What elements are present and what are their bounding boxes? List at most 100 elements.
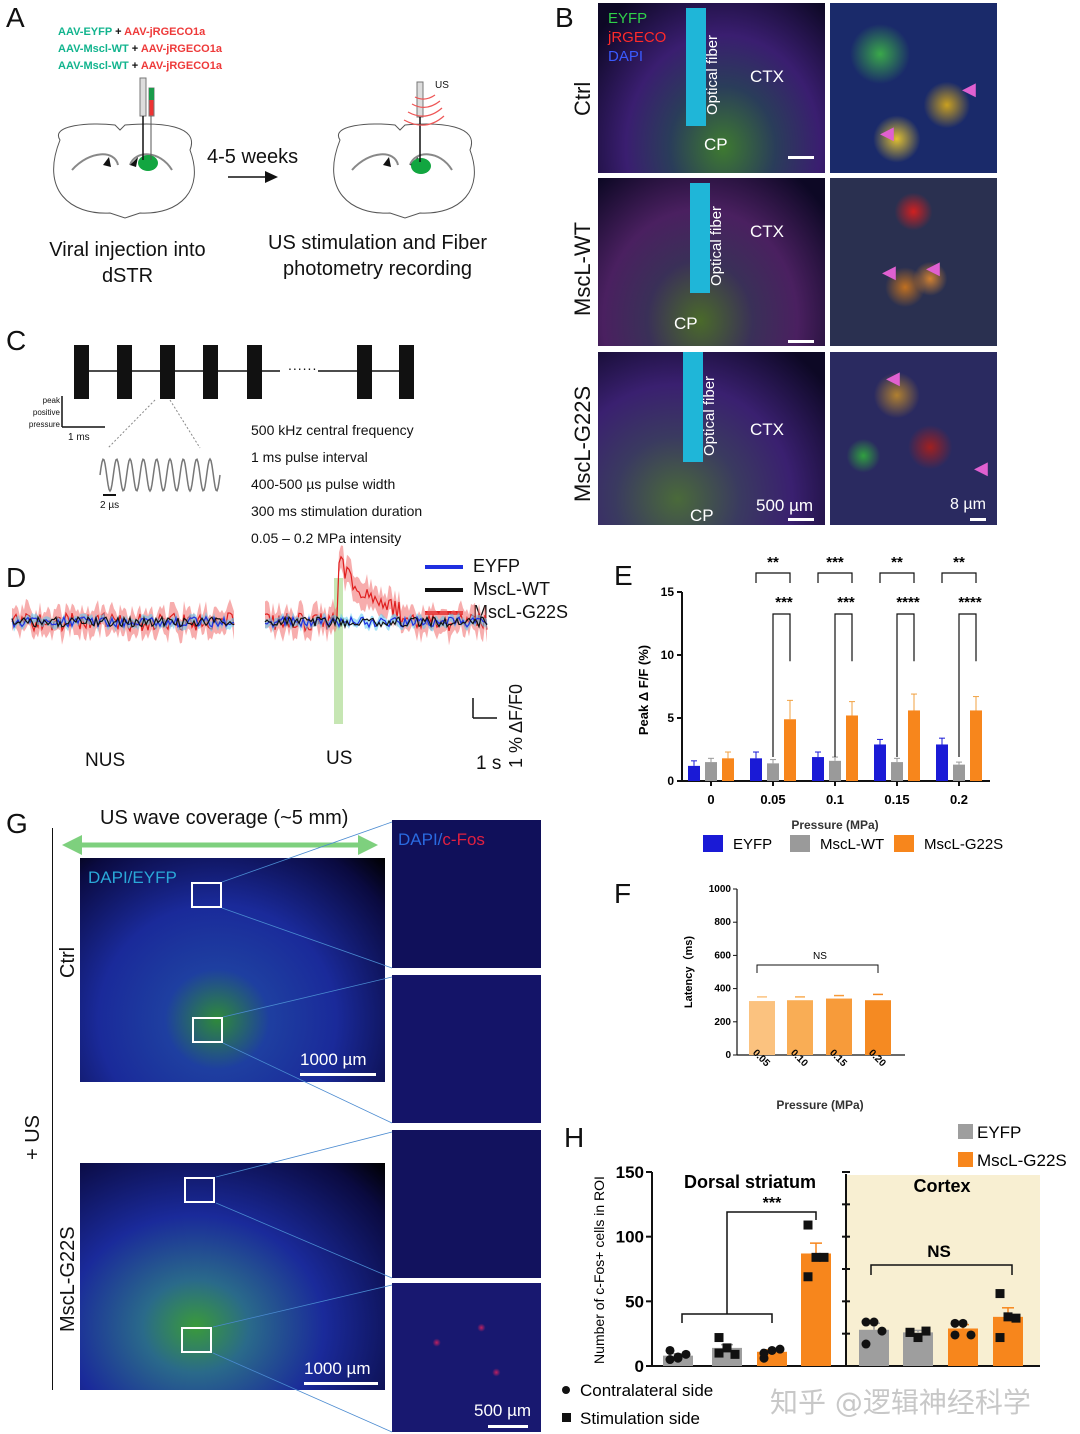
- bar-mscl-wt: [767, 763, 779, 781]
- y-axis-label: Peak Δ F/F (%): [636, 645, 651, 735]
- y-tick-label: 600: [714, 950, 731, 961]
- bar-eyfp: [688, 765, 700, 781]
- data-point: [861, 1317, 871, 1327]
- bar-eyfp: [750, 758, 762, 781]
- significance-stars: ***: [826, 554, 844, 571]
- scale-bar: [304, 1382, 378, 1385]
- trace-line: [264, 615, 488, 629]
- legend-label: EYFP: [733, 836, 772, 853]
- legend-label: MscL-G22S: [977, 1151, 1067, 1170]
- arrowhead-icon: ◀: [886, 368, 900, 388]
- scale-bar: [970, 518, 986, 521]
- data-point: [775, 1344, 785, 1354]
- x-axis-label: Pressure (MPa): [791, 818, 878, 832]
- x-axis-label: Pressure (MPa): [776, 1098, 863, 1112]
- y-tick-label: 150: [616, 1163, 644, 1182]
- y-tick-label: 800: [714, 917, 731, 928]
- y-tick-label: 0: [667, 774, 674, 788]
- construct-green: AAV-Mscl-WT: [58, 43, 129, 55]
- construct-plus: +: [131, 43, 139, 55]
- bar-mscl-wt: [829, 760, 841, 781]
- pulse: [357, 345, 372, 399]
- data-point: [819, 1252, 829, 1262]
- scale-bar: [488, 1425, 528, 1428]
- arrowhead-icon: ◀: [926, 258, 940, 278]
- scale-bar: [788, 340, 814, 343]
- param-line: 300 ms stimulation duration: [251, 503, 423, 519]
- construct-1: AAV-EYFP + AAV-jRGECO1a: [58, 24, 222, 41]
- pulse-train-diagram: [61, 345, 414, 496]
- legend-jrgeco: jRGECO: [608, 29, 667, 46]
- legend-label: EYFP: [977, 1123, 1021, 1142]
- bar-mscl-wt: [705, 762, 717, 781]
- data-point: [905, 1327, 915, 1337]
- brain-slice-image-g22s: Optical fiber CTX CP 500 µm: [598, 352, 825, 525]
- construct-green: AAV-Mscl-WT: [58, 60, 129, 72]
- significance-stars: **: [953, 554, 965, 571]
- panel-e-label: E: [614, 560, 633, 591]
- significance-stars: ***: [837, 594, 855, 611]
- roi-box: [184, 1177, 215, 1203]
- optical-fiber-marker: [686, 8, 706, 126]
- ctx-label: CTX: [750, 420, 784, 439]
- bar-mscl-g22s: [722, 758, 734, 781]
- panel-d-label: D: [6, 562, 27, 593]
- significance-bracket: [756, 964, 879, 973]
- legend-label: Contralateral side: [580, 1381, 713, 1400]
- data-point: [995, 1333, 1005, 1343]
- data-point: [665, 1345, 675, 1355]
- cell-zoom-image-wt: ◀ ◀: [830, 178, 997, 346]
- y-tick-label: 5: [667, 711, 674, 725]
- data-point: [995, 1289, 1005, 1299]
- construct-green: AAV-EYFP: [58, 26, 112, 38]
- right-caption: US stimulation and Fiber photometry recor…: [255, 230, 500, 282]
- significance-stars: **: [767, 554, 779, 571]
- stain-cfos: c-Fos: [442, 830, 485, 849]
- bar: [865, 1000, 891, 1055]
- bar-mscl-wt: [953, 764, 965, 781]
- y-tick-label: 0: [635, 1357, 644, 1376]
- optical-fiber-marker: [690, 183, 710, 293]
- panel-h-label: H: [564, 1122, 585, 1153]
- us-stimulus-bar: [334, 578, 343, 724]
- data-point: [714, 1333, 724, 1343]
- brain-left-icon: [53, 123, 195, 219]
- bar-eyfp: [874, 744, 886, 781]
- data-point: [877, 1326, 887, 1336]
- data-point: [811, 1252, 821, 1262]
- scale-y-line: pressure: [28, 420, 60, 429]
- ellipsis: ......: [288, 357, 318, 373]
- y-tick-label: 100: [616, 1228, 644, 1247]
- construct-2: AAV-Mscl-WT + AAV-jRGECO1a: [58, 41, 222, 58]
- bar-mscl-g22s: [846, 715, 858, 781]
- stain-dapi: DAPI/: [398, 830, 443, 849]
- y-tick-label: 200: [714, 1017, 731, 1028]
- cell-zoom-image-g22s: ◀ ◀ 8 µm: [830, 352, 997, 525]
- x-tick-label: 0.05: [760, 792, 785, 807]
- data-point: [759, 1348, 769, 1358]
- significance-bracket: [834, 613, 853, 758]
- legend-swatch: [958, 1124, 973, 1139]
- group-title: Cortex: [913, 1176, 970, 1196]
- brain-section-g22s: 1000 µm: [80, 1163, 385, 1390]
- y-tick-label: 0: [725, 1050, 731, 1061]
- bar: [826, 998, 852, 1055]
- us-label: US: [435, 80, 449, 91]
- panel-b-label: B: [555, 2, 574, 33]
- nus-label: NUS: [85, 750, 126, 771]
- significance-bracket: [879, 572, 915, 583]
- significance-bracket: [941, 572, 977, 583]
- scale-y-line: peak: [42, 396, 60, 405]
- bar: [801, 1253, 831, 1366]
- stain-legend: EYFP jRGECO DAPI: [608, 9, 666, 66]
- param-line: 400-500 µs pulse width: [251, 476, 396, 492]
- scale-label: 500 µm: [474, 1401, 532, 1420]
- brain-section-ctrl: DAPI/EYFP 1000 µm: [80, 858, 385, 1082]
- y-axis-label: Number of c-Fos+ cells in ROI: [591, 1176, 607, 1364]
- bar: [787, 1000, 813, 1055]
- arrow-icon: [228, 171, 278, 183]
- significance-bracket: [958, 613, 977, 758]
- ultrasound-wave-icon: [403, 94, 445, 126]
- y-tick-label: 1000: [709, 884, 732, 895]
- data-point: [913, 1333, 923, 1343]
